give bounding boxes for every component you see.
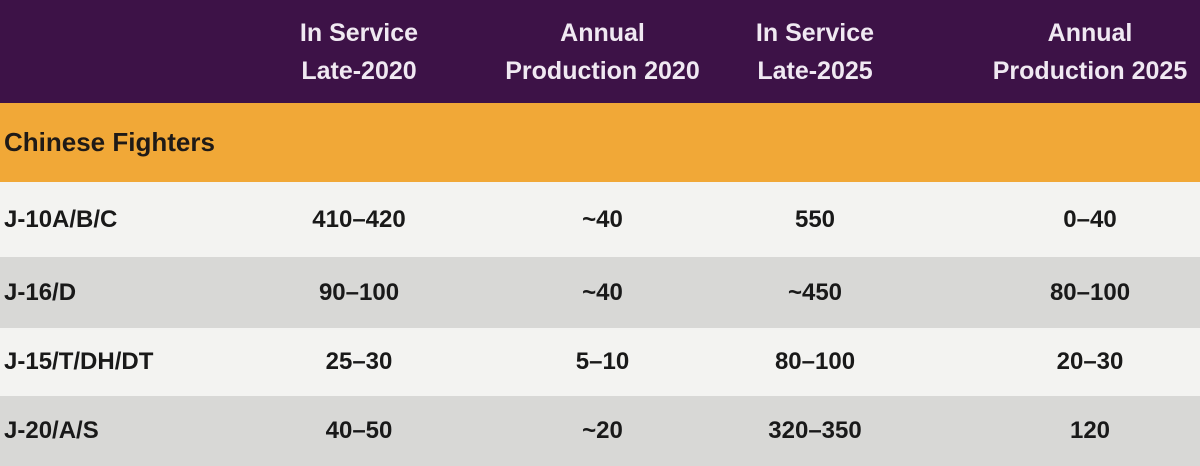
column-header-annual-production-2025: Annual Production 2025 bbox=[992, 18, 1188, 85]
cell-annual-production-2020: ~20 bbox=[582, 417, 623, 444]
cell-in-service-2025: 550 bbox=[794, 205, 836, 233]
row-label: J-15/T/DH/DT bbox=[4, 348, 154, 375]
column-header-in-service-late-2020: In Service Late-2020 bbox=[299, 18, 419, 85]
table-body: J-10A/B/C 410–420 ~40 550 0–40 J-16/D 90… bbox=[0, 182, 1200, 466]
cell-in-service-2020: 410–420 bbox=[312, 205, 406, 233]
row-label: J-10A/B/C bbox=[4, 205, 118, 233]
cell-annual-production-2020: ~40 bbox=[582, 205, 623, 233]
cell-annual-production-2025: 80–100 bbox=[1049, 278, 1131, 306]
table-row: J-15/T/DH/DT 25–30 5–10 80–100 20–30 bbox=[0, 328, 1200, 396]
table-row: J-20/A/S 40–50 ~20 320–350 120 bbox=[0, 396, 1200, 466]
cell-in-service-2020: 40–50 bbox=[325, 417, 393, 444]
cell-in-service-2020: 90–100 bbox=[318, 278, 400, 306]
cell-in-service-2025: 80–100 bbox=[774, 348, 856, 375]
section-header-row: Chinese Fighters bbox=[0, 103, 1200, 182]
cell-annual-production-2025: 0–40 bbox=[1063, 205, 1117, 233]
section-title: Chinese Fighters bbox=[4, 127, 215, 157]
cell-annual-production-2025: 120 bbox=[1069, 417, 1111, 444]
table-row: J-10A/B/C 410–420 ~40 550 0–40 bbox=[0, 182, 1200, 257]
cell-annual-production-2020: 5–10 bbox=[575, 348, 630, 375]
row-label: J-16/D bbox=[4, 278, 77, 306]
row-label: J-20/A/S bbox=[4, 417, 99, 444]
cell-in-service-2020: 25–30 bbox=[325, 348, 393, 375]
cell-in-service-2025: ~450 bbox=[787, 278, 843, 306]
column-header-annual-production-2020: Annual Production 2020 bbox=[505, 18, 700, 85]
cell-in-service-2025: 320–350 bbox=[768, 417, 862, 444]
table-header-row: In Service Late-2020 Annual Production 2… bbox=[0, 0, 1200, 103]
cell-annual-production-2020: ~40 bbox=[582, 278, 623, 306]
cell-annual-production-2025: 20–30 bbox=[1056, 348, 1124, 375]
column-header-in-service-late-2025: In Service Late-2025 bbox=[755, 18, 875, 85]
table-row: J-16/D 90–100 ~40 ~450 80–100 bbox=[0, 257, 1200, 328]
